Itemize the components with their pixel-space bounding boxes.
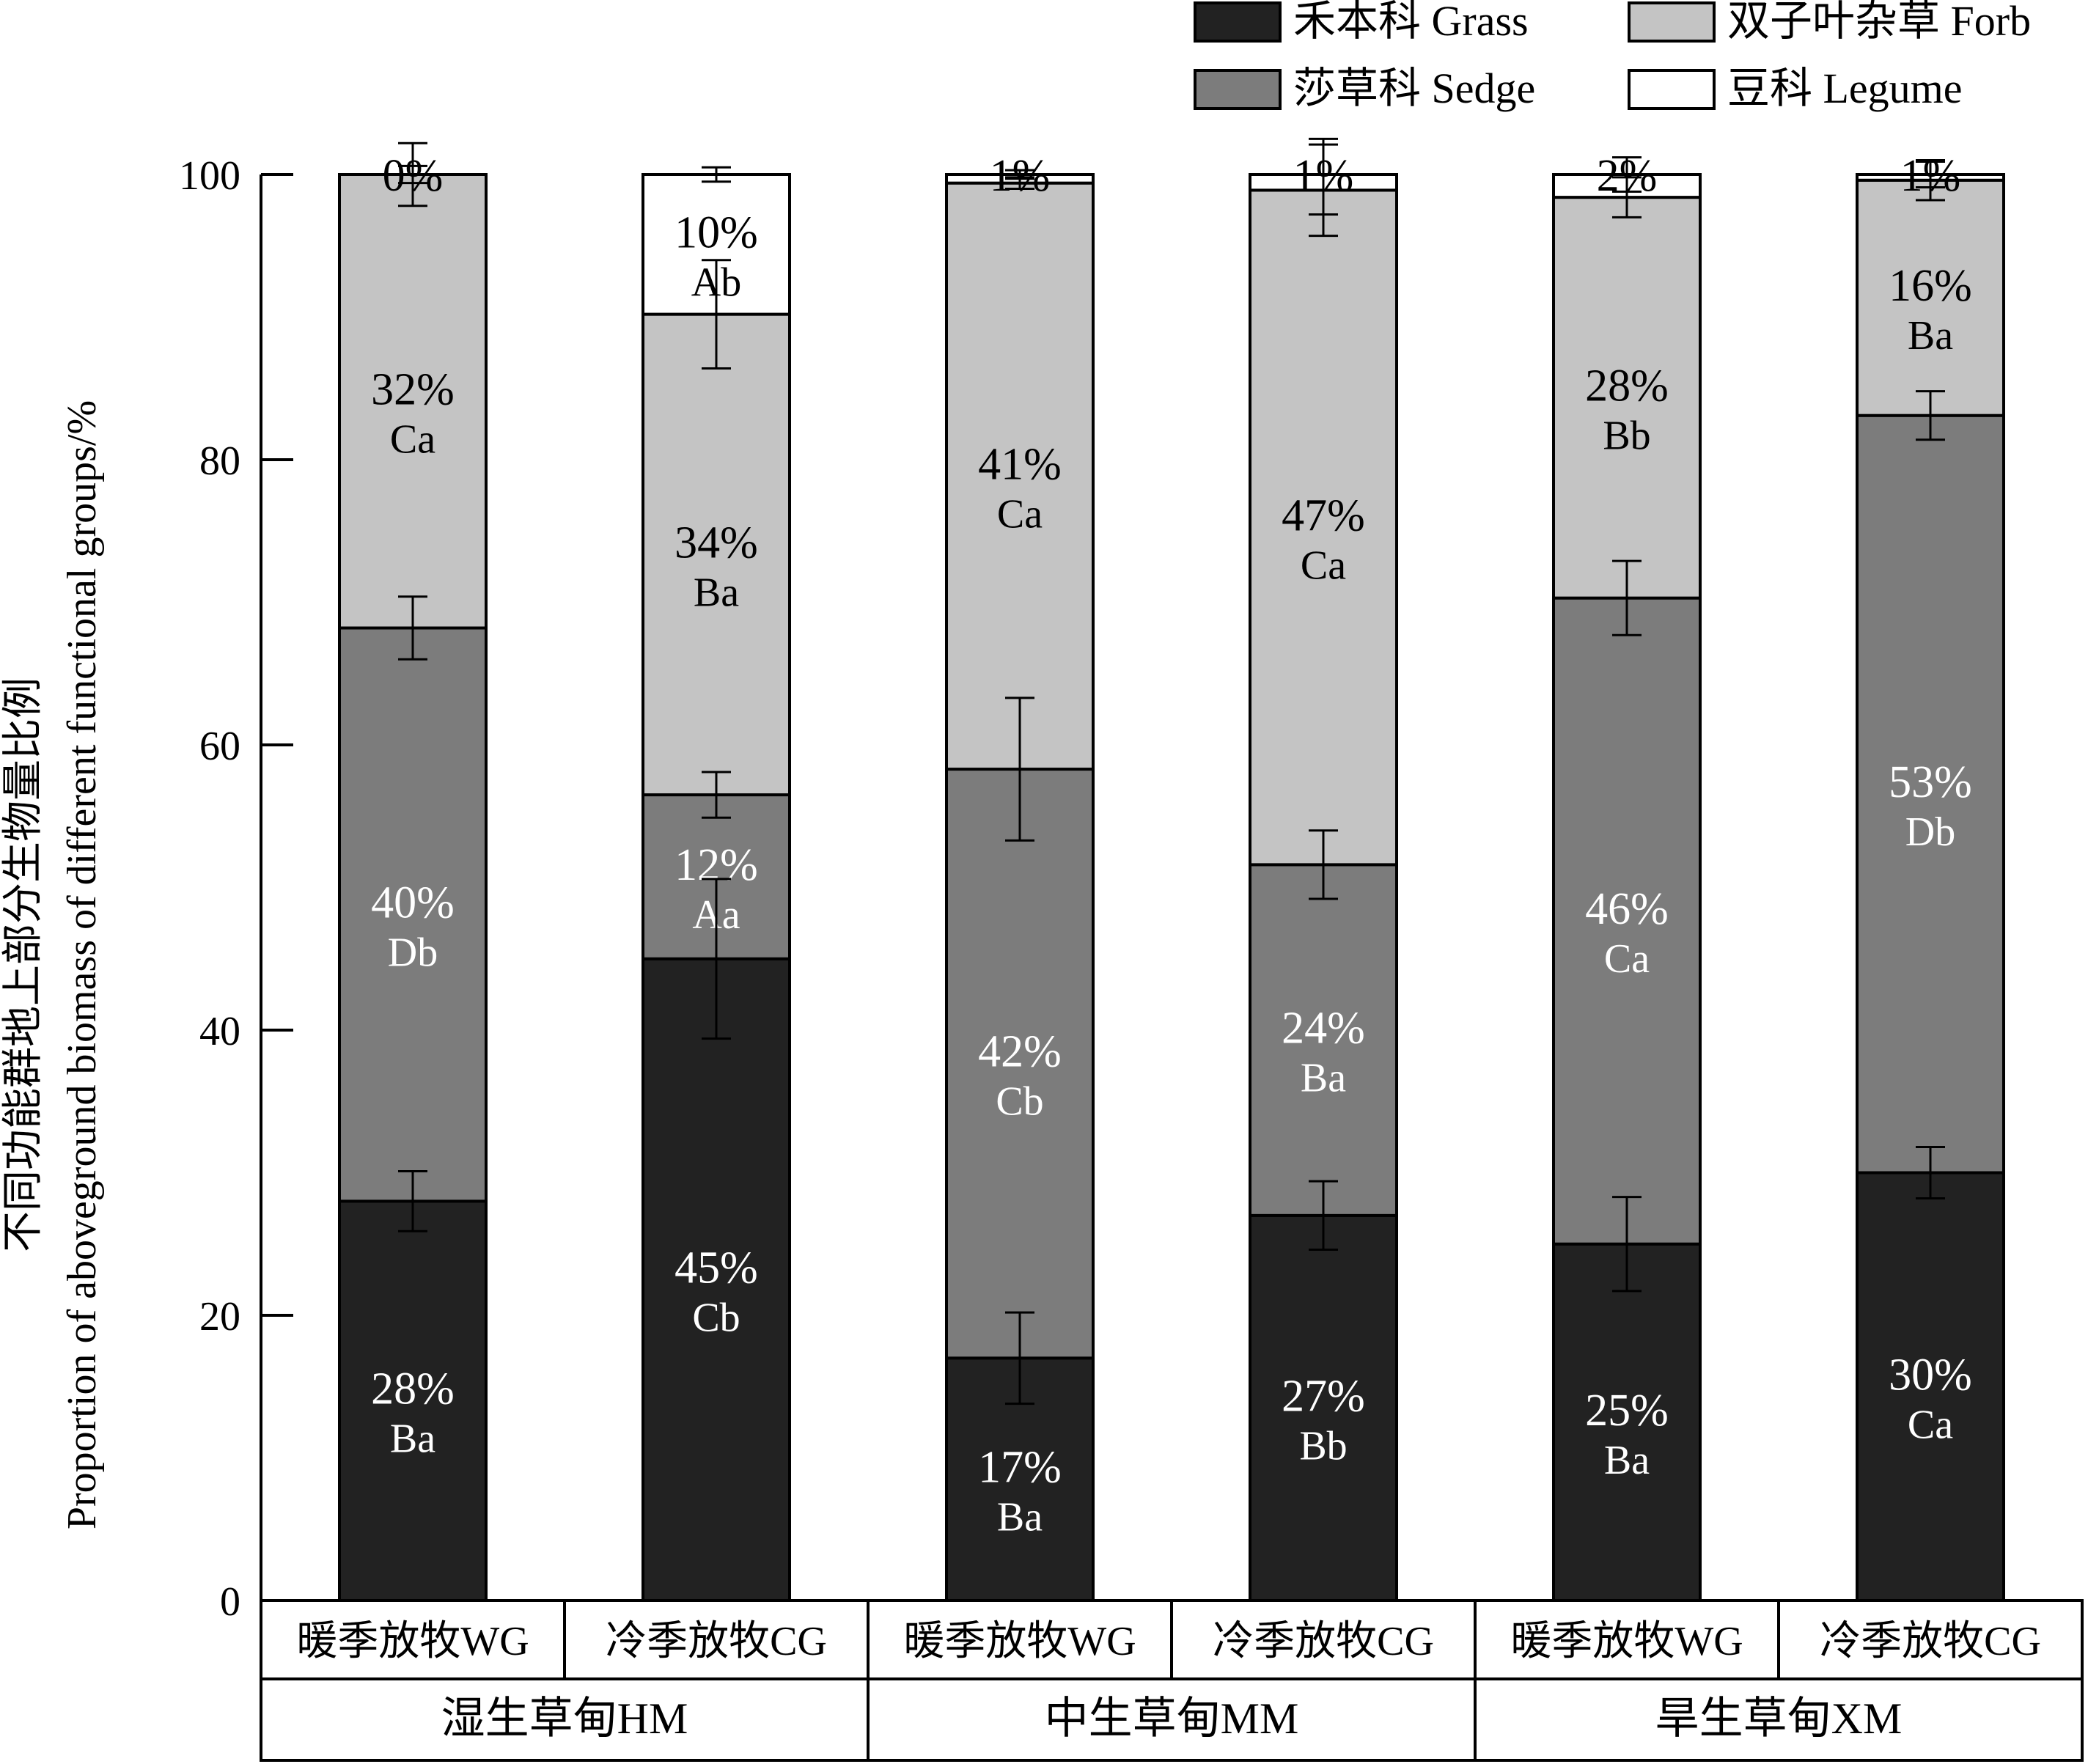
y-axis-title: 不同功能群地上部分生物量比例 Proportion of aboveground…: [1, 400, 105, 1529]
legend-swatch: [1194, 69, 1282, 110]
legend-swatch: [1628, 69, 1716, 110]
significance-letter: Cb: [996, 1079, 1043, 1125]
bar-segment: [1249, 188, 1398, 867]
significance-letter: Ca: [1908, 1402, 1953, 1447]
legend-label: 莎草科 Sedge: [1293, 65, 1535, 112]
bar-segment: [642, 957, 791, 1602]
bars: [338, 173, 2005, 1602]
category-label: 冷季放牧CG: [1820, 1619, 2041, 1664]
bar-segment: [1856, 1171, 2005, 1602]
data-label: 28%: [1585, 361, 1669, 411]
significance-letter: Bb: [1299, 1423, 1347, 1469]
y-tick-label: 80: [199, 438, 240, 484]
data-label: 42%: [978, 1027, 1062, 1077]
significance-letter: Ca: [390, 416, 435, 462]
data-label: 34%: [674, 518, 758, 567]
group-label: 湿生草甸HM: [441, 1694, 688, 1743]
data-label: 40%: [371, 878, 455, 927]
significance-letter: Ba: [1301, 1056, 1346, 1101]
data-label: 24%: [1282, 1004, 1365, 1054]
data-label: 53%: [1889, 757, 1972, 807]
legend-swatch: [1194, 1, 1282, 43]
data-label: 32%: [371, 364, 455, 414]
error-bars: [398, 137, 1945, 1405]
category-label: 冷季放牧CG: [606, 1619, 827, 1664]
data-label: 30%: [1889, 1350, 1972, 1400]
significance-letter: Ba: [1604, 1438, 1650, 1483]
y-axis: 0 20 40 60 80 100: [179, 153, 293, 1625]
data-label: 46%: [1585, 884, 1669, 934]
data-label: 47%: [1282, 490, 1365, 540]
data-label: 45%: [674, 1243, 758, 1293]
bar-segment: [1856, 178, 2005, 417]
legend-label: 双子叶杂草 Forb: [1727, 0, 2031, 45]
bar-segment: [1552, 1242, 1702, 1602]
bar-segment: [338, 173, 488, 630]
y-axis-title-cn: 不同功能群地上部分生物量比例: [1, 677, 46, 1252]
legend-swatch: [1628, 1, 1716, 43]
y-tick-label: 40: [199, 1009, 240, 1054]
category-label: 暖季放牧WG: [903, 1619, 1136, 1664]
bar-segment: [338, 626, 488, 1203]
legend: 禾本科 Grass 莎草科 Sedge 双子叶杂草 Forb 豆科 Legume: [1194, 0, 2031, 112]
bar-segment: [1552, 596, 1702, 1246]
data-label: 17%: [978, 1443, 1062, 1493]
significance-letter: Ba: [997, 1495, 1043, 1540]
y-tick-label: 20: [199, 1294, 240, 1339]
bar-segment: [1249, 1213, 1398, 1602]
legend-label: 禾本科 Grass: [1293, 0, 1529, 45]
bar-segment: [642, 312, 791, 797]
significance-letter: Ca: [1604, 936, 1650, 982]
legend-label: 豆科 Legume: [1727, 65, 1963, 112]
bar-segment: [1552, 196, 1702, 600]
data-label: 25%: [1585, 1386, 1669, 1436]
category-label: 暖季放牧WG: [296, 1619, 529, 1664]
data-label: 28%: [371, 1364, 455, 1414]
y-tick-label: 60: [199, 724, 240, 769]
data-label: 27%: [1282, 1371, 1365, 1421]
group-label: 旱生草甸XM: [1655, 1694, 1903, 1743]
y-axis-title-en: Proportion of aboveground biomass of dif…: [59, 400, 105, 1529]
significance-letter: Db: [1905, 809, 1955, 855]
significance-letter: Ca: [1301, 543, 1346, 588]
significance-letter: Ba: [1908, 313, 1953, 359]
data-label: 41%: [978, 439, 1062, 489]
x-axis-category-table: 暖季放牧WG 冷季放牧CG 暖季放牧WG 冷季放牧CG 暖季放牧WG 冷季放牧CG 湿生草甸…: [260, 1599, 2084, 1762]
significance-letter: Ba: [694, 570, 739, 615]
category-label: 暖季放牧WG: [1510, 1619, 1743, 1664]
y-tick-label: 100: [179, 153, 240, 199]
data-label: 16%: [1889, 261, 1972, 311]
bar-segment: [945, 181, 1095, 771]
significance-letter: Bb: [1603, 413, 1650, 458]
data-label: 10%: [674, 207, 758, 257]
bar-labels: 28%Ba40%Db32%Ca0%45%Cb12%Aa34%Ba10%Ab17%…: [371, 151, 1972, 1540]
group-label: 中生草甸MM: [1045, 1694, 1299, 1743]
significance-letter: Ca: [997, 491, 1043, 537]
category-label: 冷季放牧CG: [1213, 1619, 1434, 1664]
bar-segment: [945, 1356, 1095, 1602]
significance-letter: Cb: [692, 1295, 740, 1340]
significance-letter: Ba: [390, 1416, 435, 1462]
y-tick-label: 0: [220, 1579, 240, 1625]
significance-letter: Db: [388, 930, 438, 975]
